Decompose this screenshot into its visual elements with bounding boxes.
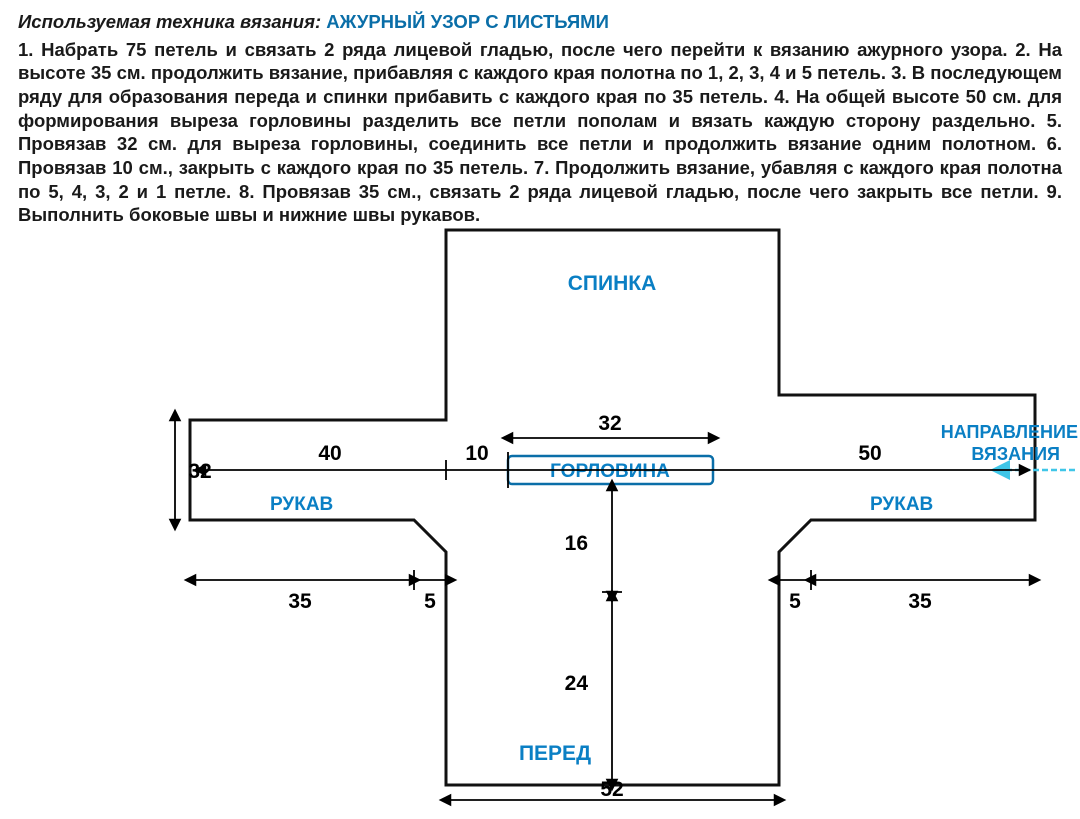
dim-35r: 35 xyxy=(908,590,932,613)
title-prefix: Используемая техника вязания: xyxy=(18,11,326,32)
sleeve-left-label: РУКАВ xyxy=(270,494,333,515)
diagram-svg-wrap: ГОРЛОВИНА СПИНКА ПЕРЕД РУКАВ РУКАВ НАПРА… xyxy=(0,200,1080,814)
sleeve-right-label: РУКАВ xyxy=(870,494,933,515)
title-line: Используемая техника вязания: АЖУРНЫЙ УЗ… xyxy=(18,10,1062,34)
dim-50: 50 xyxy=(858,442,881,465)
dim-35l: 35 xyxy=(288,590,312,613)
dim-5l: 5 xyxy=(424,590,436,613)
dim-52: 52 xyxy=(600,778,623,801)
dim-16: 16 xyxy=(565,532,588,555)
instruction-block: Используемая техника вязания: АЖУРНЫЙ УЗ… xyxy=(18,10,1062,227)
dim-10: 10 xyxy=(465,442,488,465)
neck-label: ГОРЛОВИНА xyxy=(550,461,670,482)
instructions-text: 1. Набрать 75 петель и связать 2 ряда ли… xyxy=(18,38,1062,227)
back-label: СПИНКА xyxy=(568,272,657,295)
direction-label-2: ВЯЗАНИЯ xyxy=(971,444,1060,464)
dim-5r: 5 xyxy=(789,590,801,613)
pattern-diagram: ГОРЛОВИНА СПИНКА ПЕРЕД РУКАВ РУКАВ НАПРА… xyxy=(0,200,1080,814)
dim-24: 24 xyxy=(565,672,589,695)
dim-40: 40 xyxy=(318,442,341,465)
direction-label-1: НАПРАВЛЕНИЕ xyxy=(941,422,1078,442)
front-label: ПЕРЕД xyxy=(519,742,591,765)
dim-32v: 32 xyxy=(188,460,211,483)
dim-32h: 32 xyxy=(598,412,621,435)
title-accent: АЖУРНЫЙ УЗОР С ЛИСТЬЯМИ xyxy=(326,11,609,32)
